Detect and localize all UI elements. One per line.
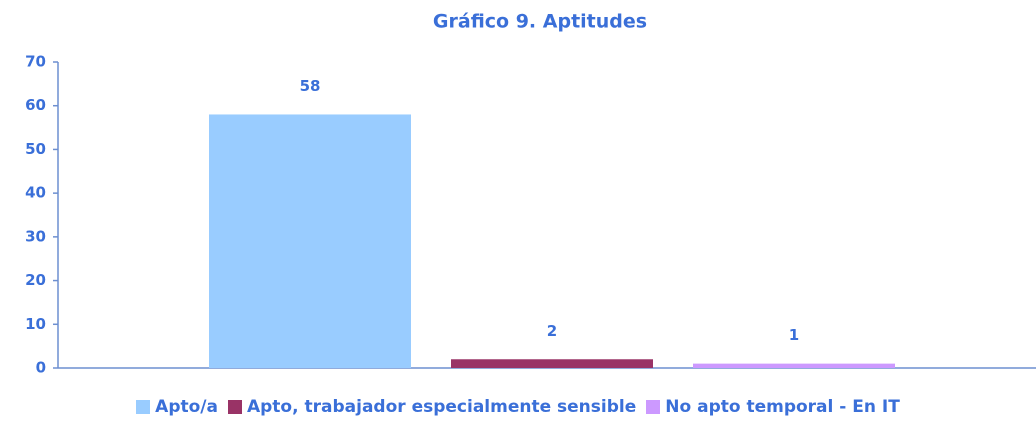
y-tick-label: 0: [36, 359, 46, 377]
chart: Gráfico 9. Aptitudes 0 10 20 30 40 50 60 70 58 2 1: [25, 11, 1036, 377]
legend-item: Apto/a: [136, 397, 218, 417]
legend-label: Apto, trabajador especialmente sensible: [246, 397, 637, 417]
legend-label: No apto temporal - En IT: [665, 397, 900, 417]
legend-label: Apto/a: [155, 397, 218, 417]
y-tick-label: 70: [25, 53, 46, 71]
value-label: 1: [789, 326, 799, 344]
y-tick-label: 30: [25, 227, 46, 245]
legend-swatch: [646, 400, 661, 414]
bar: [693, 363, 895, 368]
value-label: 58: [300, 77, 321, 95]
y-tick-label: 10: [25, 315, 46, 333]
value-label: 2: [547, 322, 557, 340]
legend: Apto/a Apto, trabajador especialmente sen…: [0, 397, 1036, 417]
y-tick-label: 40: [25, 184, 46, 202]
bar: [209, 114, 411, 368]
bar: [451, 359, 653, 368]
legend-swatch: [227, 400, 242, 414]
legend-item: No apto temporal - En IT: [646, 397, 900, 417]
y-tick-label: 50: [25, 140, 46, 158]
legend-swatch: [136, 400, 151, 414]
y-tick-label: 20: [25, 271, 46, 289]
y-tick-label: 60: [25, 96, 46, 114]
chart-title: Gráfico 9. Aptitudes: [433, 11, 647, 33]
legend-item: Apto, trabajador especialmente sensible: [227, 397, 637, 417]
